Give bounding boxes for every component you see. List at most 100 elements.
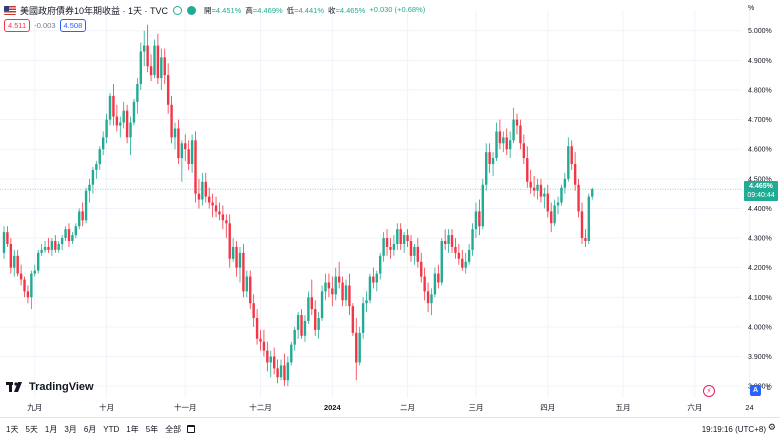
candle-body [91,169,95,185]
candle-body [160,57,163,79]
candle-body [197,193,201,200]
candle [249,270,252,310]
candle [9,238,13,274]
ohlc-close: 收=4.465% [328,5,366,15]
candle-body [57,243,60,250]
candle [539,178,543,203]
lightning-icon[interactable]: ⚡ [703,385,715,397]
sell-button[interactable]: 4.511 [4,19,31,32]
candle-body [358,332,361,363]
market-status-icon[interactable] [173,5,183,15]
candle [78,208,81,230]
candle-body [221,214,225,221]
candle-body [300,315,303,336]
candle-body [491,158,495,165]
candle-body [382,238,385,256]
live-dot-icon[interactable] [187,5,197,15]
buy-button[interactable]: 4.508 [59,19,87,32]
candle-body [399,229,402,244]
timeframe-5d[interactable]: 5天 [25,424,38,434]
candle-body [553,205,556,224]
candle-body [426,291,430,304]
candle [228,214,231,268]
timeframe-6m[interactable]: 6月 [83,424,97,434]
log-scale-button[interactable]: L [767,385,771,392]
candle-body [396,229,399,244]
candle-body [546,193,549,212]
candle [471,223,474,256]
timeframe-ytd[interactable]: YTD [103,424,120,434]
candle-body [457,252,461,259]
candle [488,143,491,173]
us-flag-icon [4,5,16,15]
candle-body [573,164,577,185]
candle-body [461,258,464,268]
candle-body [307,297,310,321]
candle [591,187,594,200]
gear-icon[interactable]: ⚙ [767,422,776,432]
y-tick-label: 4.700% [748,117,772,124]
candle [532,175,536,197]
candle [355,318,358,381]
candle [485,143,488,191]
candle-body [112,95,115,117]
ohlc-low: 低=4.441% [286,5,324,15]
timeframe-1y[interactable]: 1年 [126,424,139,434]
candle [180,140,184,182]
timeframe-1m[interactable]: 1月 [44,424,58,434]
timeframe-3m[interactable]: 3月 [64,424,77,434]
candle [423,267,426,301]
ohlc-change: +0.030 (+0.68%) [369,4,426,14]
y-tick-label: 4.400% [748,206,772,213]
bottom-toolbar: 1天 5天 1月 3月 6月 YTD 1年 5年 全部 19:19:16 (UT… [0,417,780,440]
candle-body [249,276,252,304]
candle [375,270,378,292]
chart-header: 美國政府債券10年期收益 · 1天 · TVC 開=4.451% 高=4.469… [4,3,425,17]
candle [26,285,30,304]
candle-body [9,243,13,268]
candle-body [379,255,382,274]
candle-body [532,187,536,191]
candle-body [580,211,584,239]
auto-scale-button[interactable]: A [750,385,761,396]
candle-body [587,196,591,242]
candle-body [156,45,160,79]
candle [136,78,139,114]
candle [91,166,95,194]
tradingview-logo[interactable]: TradingView [6,381,94,393]
candle-body [556,202,560,206]
candle [279,359,283,381]
candle-body [488,152,491,165]
candle-body [211,202,214,206]
candle [115,104,119,132]
timeframe-all[interactable]: 全部 [165,424,182,434]
timeframe-1d[interactable]: 1天 [6,424,19,434]
candle-body [50,241,54,250]
candle-body [259,338,262,342]
candle-body [515,119,519,126]
calendar-icon[interactable] [187,425,196,433]
candle [95,161,98,179]
candle-body [2,232,6,253]
candle-body [37,252,40,271]
candle [290,341,293,366]
y-tick-label: 4.600% [748,147,772,154]
candle-body [81,211,84,221]
candle-body [389,246,392,250]
candle [204,172,207,203]
timeframe-5y[interactable]: 5年 [145,424,159,434]
candle-body [341,282,344,301]
candle-body [146,45,149,67]
last-price-label: 4.465% 09:40:44 [744,181,778,201]
candle-body [529,181,532,188]
y-tick-label: 4.900% [748,58,772,65]
candle-body [286,362,290,381]
symbol-title[interactable]: 美國政府債券10年期收益 · 1天 · TVC [20,5,169,16]
candle-body [413,246,416,256]
clock[interactable]: 19:19:16 (UTC+8) [701,424,766,434]
candle-body [310,297,313,310]
candle [194,131,197,203]
candle-body [539,184,543,197]
candle-body [19,273,23,280]
